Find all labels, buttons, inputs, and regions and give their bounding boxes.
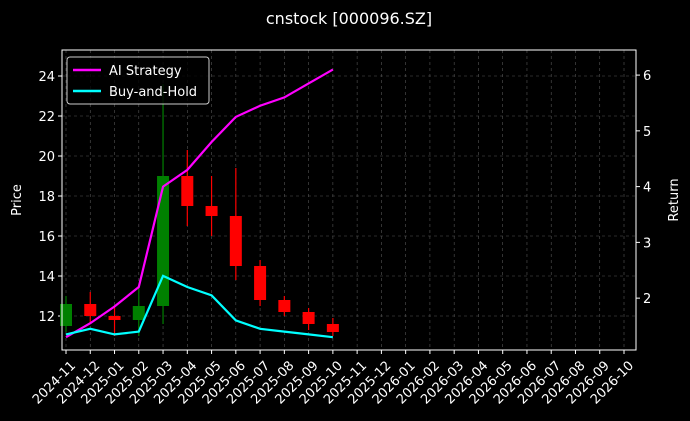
- plot-frame: [61, 49, 637, 351]
- y2-tick-label: 3: [643, 236, 651, 251]
- y-tick-label: 20: [38, 150, 55, 165]
- y2-tick-label: 5: [643, 125, 651, 140]
- candle-body: [157, 176, 170, 306]
- legend-label: Buy-and-Hold: [109, 85, 197, 100]
- candle-body: [326, 324, 339, 332]
- candle-body: [205, 206, 218, 216]
- y-tick-label: 22: [38, 110, 55, 125]
- line-series: [65, 68, 334, 339]
- y-axis-label: Price: [10, 184, 25, 216]
- legend-label: AI Strategy: [109, 64, 182, 79]
- y-tick-label: 24: [38, 70, 55, 85]
- y2-tick-label: 6: [643, 69, 651, 84]
- y2-tick-label: 2: [643, 292, 651, 307]
- candle-body: [254, 266, 267, 300]
- candle-body: [84, 304, 97, 316]
- y2-axis-label: Return: [667, 178, 682, 221]
- line-series: [65, 274, 333, 339]
- candle-body: [181, 176, 194, 206]
- y2-tick-label: 4: [643, 181, 651, 196]
- candle-body: [278, 300, 291, 312]
- candle-body: [60, 304, 72, 326]
- candle-body: [229, 216, 242, 266]
- y-tick-label: 16: [38, 230, 55, 245]
- y-tick-label: 14: [38, 270, 55, 285]
- y-tick-label: 18: [38, 190, 55, 205]
- legend-box: [66, 56, 210, 105]
- candle-body: [108, 316, 121, 320]
- candle-body: [132, 306, 145, 320]
- candle-body: [302, 312, 315, 324]
- y-tick-label: 12: [38, 310, 55, 325]
- chart-title: cnstock [000096.SZ]: [266, 9, 432, 28]
